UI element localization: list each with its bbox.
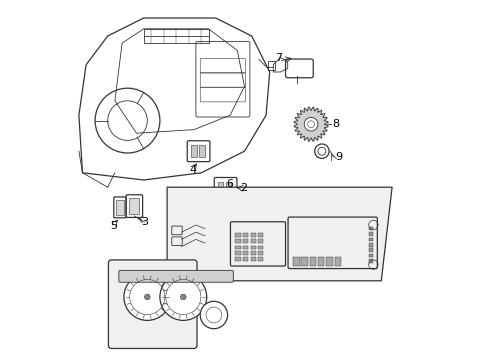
Bar (243, 246, 247, 249)
Bar (235, 246, 240, 249)
Text: 1: 1 (117, 324, 123, 334)
Circle shape (180, 294, 186, 300)
Bar (250, 257, 255, 261)
Polygon shape (293, 107, 327, 141)
Bar (317, 257, 324, 266)
Text: 5: 5 (110, 221, 118, 231)
Text: 9: 9 (335, 152, 342, 162)
Bar (199, 145, 204, 157)
Bar (218, 182, 223, 194)
Bar (250, 246, 255, 249)
Text: 3: 3 (141, 217, 147, 227)
Bar (143, 29, 208, 43)
Bar (250, 233, 255, 237)
Bar (368, 243, 372, 247)
Bar (235, 251, 240, 255)
Bar (235, 257, 240, 261)
Bar (368, 227, 372, 230)
Bar (368, 259, 372, 263)
FancyBboxPatch shape (119, 270, 233, 282)
Bar (191, 145, 196, 157)
Bar (250, 239, 255, 243)
Bar (325, 257, 332, 266)
Bar (258, 251, 263, 255)
Bar (258, 257, 263, 261)
Bar (267, 61, 275, 70)
Text: 2: 2 (240, 183, 247, 193)
Circle shape (160, 274, 206, 320)
Text: 8: 8 (332, 119, 339, 129)
Circle shape (123, 274, 170, 320)
FancyBboxPatch shape (108, 260, 197, 348)
Bar (225, 182, 230, 194)
Circle shape (144, 294, 150, 300)
Bar (129, 198, 139, 214)
Bar (368, 238, 372, 241)
Bar (235, 233, 240, 237)
Bar (243, 251, 247, 255)
Bar (368, 232, 372, 236)
Bar (243, 233, 247, 237)
Text: 7: 7 (275, 53, 282, 63)
Bar (292, 257, 299, 266)
Bar (243, 239, 247, 243)
Polygon shape (167, 187, 391, 281)
Bar (301, 257, 307, 266)
Bar (258, 233, 263, 237)
Bar (258, 239, 263, 243)
Bar (250, 251, 255, 255)
Bar (334, 257, 340, 266)
Text: 6: 6 (226, 179, 233, 189)
Circle shape (200, 301, 227, 329)
Bar (258, 246, 263, 249)
Bar (309, 257, 316, 266)
Bar (243, 257, 247, 261)
Bar (235, 239, 240, 243)
Bar (116, 200, 123, 215)
Text: 4: 4 (189, 165, 197, 175)
Bar (368, 254, 372, 257)
Bar (368, 248, 372, 252)
Circle shape (304, 117, 317, 131)
